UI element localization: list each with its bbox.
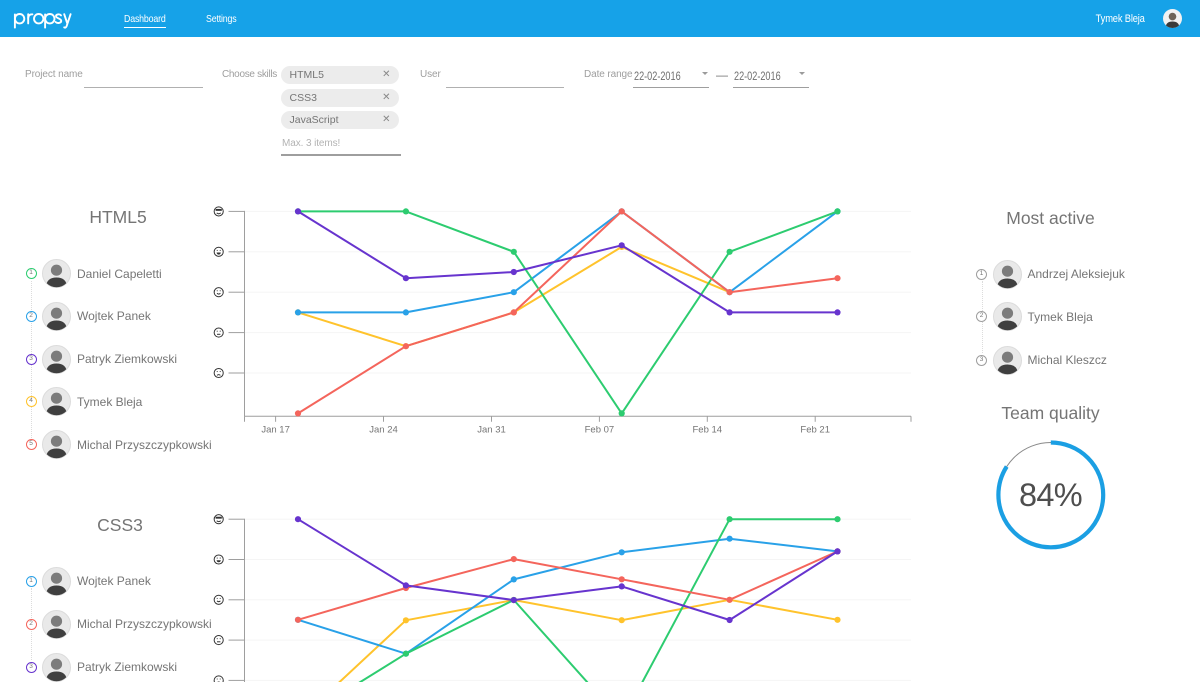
svg-text:Jan 17: Jan 17 xyxy=(261,425,290,436)
svg-text:Feb 07: Feb 07 xyxy=(585,425,615,436)
svg-text:Feb 21: Feb 21 xyxy=(800,425,830,436)
svg-text:Jan 24: Jan 24 xyxy=(369,425,398,436)
svg-text:Jan 31: Jan 31 xyxy=(477,425,506,436)
svg-text:Feb 14: Feb 14 xyxy=(693,425,723,436)
